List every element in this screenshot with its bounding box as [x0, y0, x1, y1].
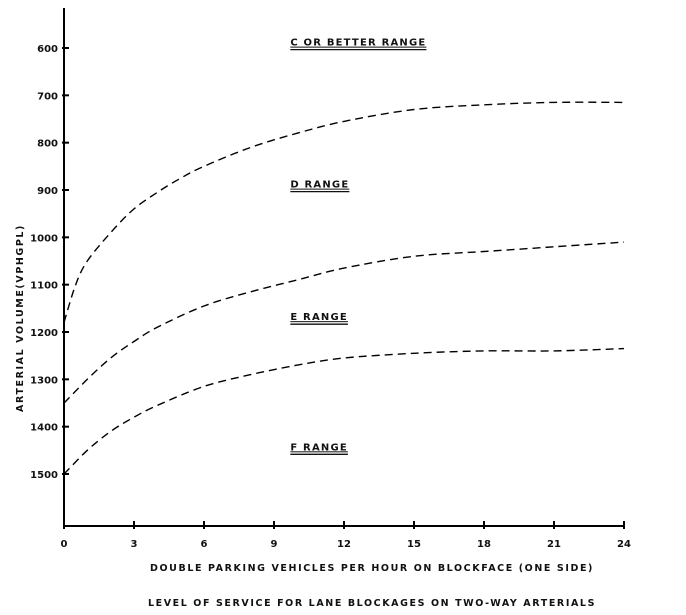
boundary-curve-2: [63, 241, 625, 404]
y-tick-label: 700: [37, 91, 58, 102]
y-tick-label: 900: [37, 186, 58, 197]
y-tick-label: 1300: [30, 375, 58, 386]
y-axis-title: ARTERIAL VOLUME(VPHGPL): [15, 224, 26, 412]
x-tick-label: 21: [547, 539, 561, 550]
chart-caption: LEVEL OF SERVICE FOR LANE BLOCKAGES ON T…: [148, 598, 596, 609]
region-label: C OR BETTER RANGE: [290, 38, 426, 49]
x-tick-label: 3: [131, 539, 138, 550]
region-labels: C OR BETTER RANGE D RANGE E RANGE F RANGE: [290, 38, 427, 455]
y-tick-label: 1500: [30, 470, 58, 481]
region-label: D RANGE: [290, 180, 349, 191]
y-tick-label: 1200: [30, 328, 58, 339]
x-axis-title: DOUBLE PARKING VEHICLES PER HOUR ON BLOC…: [150, 563, 594, 574]
x-tick-label: 18: [477, 539, 491, 550]
x-tick-label: 6: [201, 539, 208, 550]
x-tick-label: 12: [337, 539, 351, 550]
region-label: F RANGE: [290, 442, 348, 453]
y-tick-label: 1000: [30, 233, 58, 244]
y-tick-label: 600: [37, 44, 58, 55]
region-label: E RANGE: [290, 312, 348, 323]
y-axis-ticks: 600 700 800 900 1000 1100 1200 1300 1400 1500: [30, 44, 69, 481]
x-tick-label: 15: [407, 539, 421, 550]
y-tick-label: 1100: [30, 281, 58, 292]
y-tick-label: 1400: [30, 423, 58, 434]
x-axis-ticks: 0 3 6 9 12 15 18 21 24: [61, 521, 631, 550]
x-tick-label: 0: [61, 539, 68, 550]
x-tick-label: 9: [271, 539, 278, 550]
y-tick-label: 800: [37, 139, 58, 150]
boundary-curve-3: [63, 347, 625, 475]
boundary-curve-1: [63, 101, 625, 323]
boundary-curves: [63, 101, 625, 475]
x-tick-label: 24: [617, 539, 631, 550]
